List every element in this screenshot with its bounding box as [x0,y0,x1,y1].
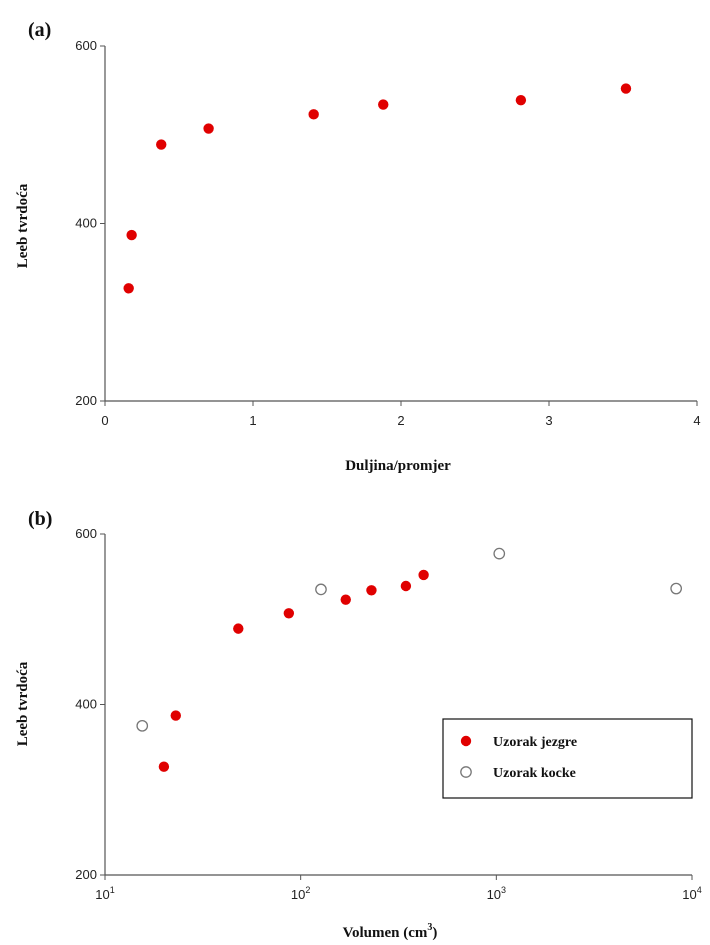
x-tick-label: 4 [693,413,700,428]
x-tick-label: 102 [291,885,310,902]
panel-a-label: (a) [28,19,51,41]
x-tick-label: 101 [95,885,114,902]
panel-b-y-ticks: 200 400 600 [75,526,105,882]
core-sample-point [400,580,412,592]
panel-a-axes [104,46,697,402]
core-sample-point [378,99,389,110]
legend-marker-core [460,735,472,747]
panel-a: (a) 200 400 600 0 1 2 3 4 Duljina/promjer Leeb… [15,19,701,474]
core-sample-point [170,710,181,721]
panel-b-points [136,547,683,772]
x-tick-label: 103 [487,885,506,902]
x-tick-label-base: 10 [682,887,696,902]
x-tick-label: 2 [397,413,404,428]
cube-sample-point [670,582,683,595]
x-tick-label-exp: 4 [697,885,702,895]
core-sample-point [620,83,632,94]
core-sample-point [340,594,351,605]
panel-b-x-axis-title-end: ) [432,925,437,941]
x-tick-label: 104 [682,885,701,902]
core-sample-point [123,283,134,294]
core-sample-point [158,761,170,772]
y-tick-label: 200 [75,867,97,882]
core-sample-point [283,608,295,619]
y-tick-label: 600 [75,526,97,541]
panel-b-label: (b) [28,508,52,530]
core-sample-point [126,229,137,241]
core-sample-point [366,585,377,596]
core-sample-point [515,94,527,106]
x-tick-label-exp: 1 [110,885,115,895]
legend-label-core: Uzorak jezgre [493,735,577,750]
y-tick-label: 200 [75,393,97,408]
core-sample-point [233,623,244,634]
x-tick-label-exp: 3 [501,885,506,895]
cube-sample-point [136,719,149,732]
x-tick-label: 3 [545,413,552,428]
panel-a-x-ticks: 0 1 2 3 4 [101,401,701,428]
x-tick-label: 1 [249,413,256,428]
y-tick-label: 400 [75,697,97,712]
cube-sample-point [315,583,327,596]
x-tick-label-base: 10 [487,887,501,902]
panel-a-x-axis-title: Duljina/promjer [345,458,451,474]
legend-box [442,718,693,799]
core-sample-point [418,569,429,581]
y-tick-label: 600 [75,38,97,53]
x-tick-label: 0 [101,413,108,428]
panel-b-x-axis-title-main: Volumen (cm [343,925,428,941]
panel-b-axes [104,534,692,876]
x-tick-label-exp: 2 [305,885,310,895]
y-tick-label: 400 [75,216,97,231]
legend-marker-cube [460,766,472,778]
panel-a-y-ticks: 200 400 600 [75,38,105,408]
panel-b-x-axis-title-sup: 3 [427,922,432,933]
panel-b-y-axis-title: Leeb tvrdoća [15,661,31,746]
x-tick-label-base: 10 [291,887,305,902]
cube-sample-point [493,547,506,560]
core-sample-point [308,109,319,120]
core-sample-point [203,123,214,134]
panel-a-y-axis-title: Leeb tvrdoća [15,183,31,268]
panel-b-x-ticks: 101 102 103 104 [95,875,702,902]
core-sample-point [156,139,167,150]
x-tick-label-base: 10 [95,887,109,902]
panel-b-x-axis-title: Volumen (cm3) [343,922,438,941]
legend: Uzorak jezgre Uzorak kocke [442,718,693,799]
legend-label-cube: Uzorak kocke [493,766,576,781]
panel-a-points [123,83,632,294]
